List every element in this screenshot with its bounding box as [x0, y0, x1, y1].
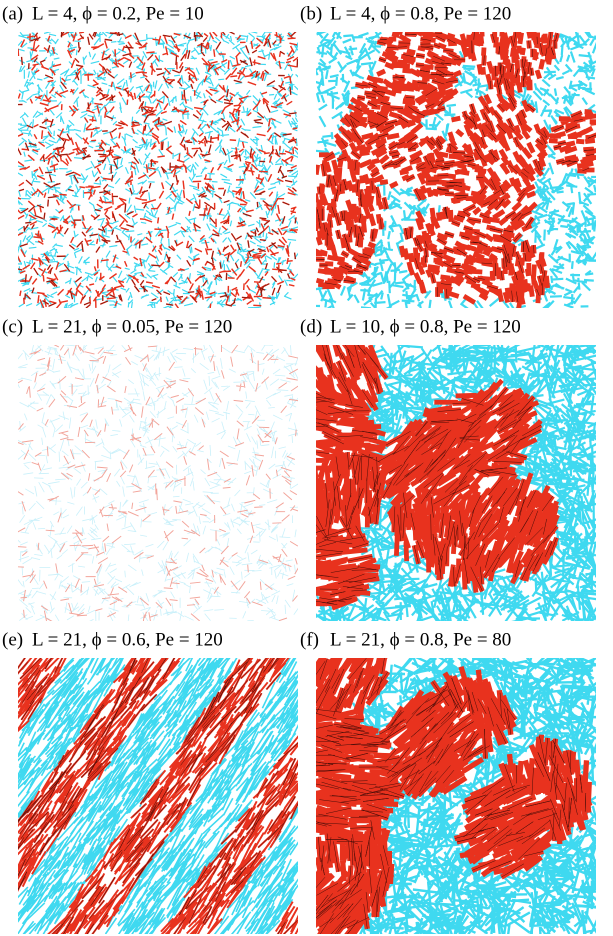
snapshot: [15, 29, 301, 311]
panel-caption: L = 4, ϕ = 0.8, Pe = 120: [330, 3, 511, 24]
snapshot: [14, 341, 302, 623]
snapshot: [8, 646, 306, 936]
panel-label: (d): [300, 316, 322, 337]
panel-caption: L = 4, ϕ = 0.2, Pe = 10: [32, 3, 204, 24]
snapshot: [301, 646, 610, 936]
panel-caption: L = 21, ϕ = 0.6, Pe = 120: [32, 629, 223, 650]
panel-label: (e): [2, 629, 23, 650]
panel-label: (b): [300, 3, 322, 24]
panel-caption: L = 21, ϕ = 0.8, Pe = 80: [330, 629, 511, 650]
panel-label: (f): [300, 629, 319, 650]
figure: (a) L = 4, ϕ = 0.2, Pe = 10 (b) L = 4, ϕ = …: [0, 0, 613, 936]
panel-caption: L = 21, ϕ = 0.05, Pe = 120: [32, 316, 232, 337]
snapshot: [311, 26, 602, 313]
panel-label: (c): [2, 316, 23, 337]
page: (a) L = 4, ϕ = 0.2, Pe = 10 (b) L = 4, ϕ = …: [0, 0, 613, 936]
panel-label: (a): [2, 3, 23, 24]
snapshot: [303, 334, 607, 631]
panel-caption: L = 10, ϕ = 0.8, Pe = 120: [330, 316, 521, 337]
